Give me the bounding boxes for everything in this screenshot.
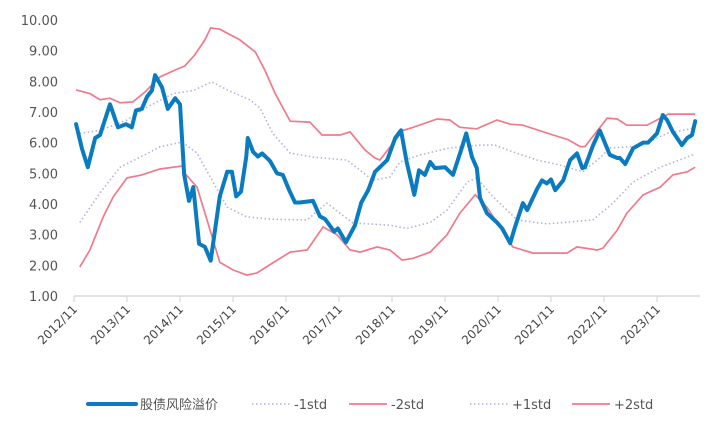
y-tick-label: 9.00 <box>29 45 58 60</box>
x-tick-label: 2019/11 <box>406 302 451 347</box>
x-tick-label: 2015/11 <box>194 302 239 347</box>
x-tick-label: 2022/11 <box>565 302 610 347</box>
y-tick-label: 7.00 <box>29 106 58 121</box>
legend-label: +2std <box>614 398 653 413</box>
y-tick-label: 8.00 <box>29 75 58 90</box>
y-tick-label: 1.00 <box>29 290 58 305</box>
series-line-plus1std <box>79 81 696 182</box>
x-tick-label: 2021/11 <box>512 302 557 347</box>
x-tick-label: 2020/11 <box>459 302 504 347</box>
x-tick-label: 2023/11 <box>618 302 663 347</box>
y-tick-label: 5.00 <box>29 167 58 182</box>
x-tick-label: 2013/11 <box>88 302 133 347</box>
series-line-股债风险溢价 <box>74 73 698 263</box>
x-tick-label: 2016/11 <box>247 302 292 347</box>
legend-label: -1std <box>294 398 327 413</box>
series-line-minus2std <box>79 165 696 276</box>
x-tick-label: 2014/11 <box>141 302 186 347</box>
x-tick-label: 2012/11 <box>35 302 80 347</box>
series-line-plus2std <box>75 26 696 162</box>
y-tick-label: 10.00 <box>21 14 58 29</box>
y-tick-label: 3.00 <box>29 229 58 244</box>
y-tick-label: 2.00 <box>29 259 58 274</box>
legend-label: 股债风险溢价 <box>140 398 218 413</box>
series-line-minus1std <box>79 141 696 230</box>
y-tick-label: 6.00 <box>29 137 58 152</box>
x-tick-label: 2017/11 <box>300 302 345 347</box>
y-tick-label: 4.00 <box>29 198 58 213</box>
legend-label: -2std <box>391 398 424 413</box>
legend-label: +1std <box>512 398 551 413</box>
x-tick-label: 2018/11 <box>353 302 398 347</box>
